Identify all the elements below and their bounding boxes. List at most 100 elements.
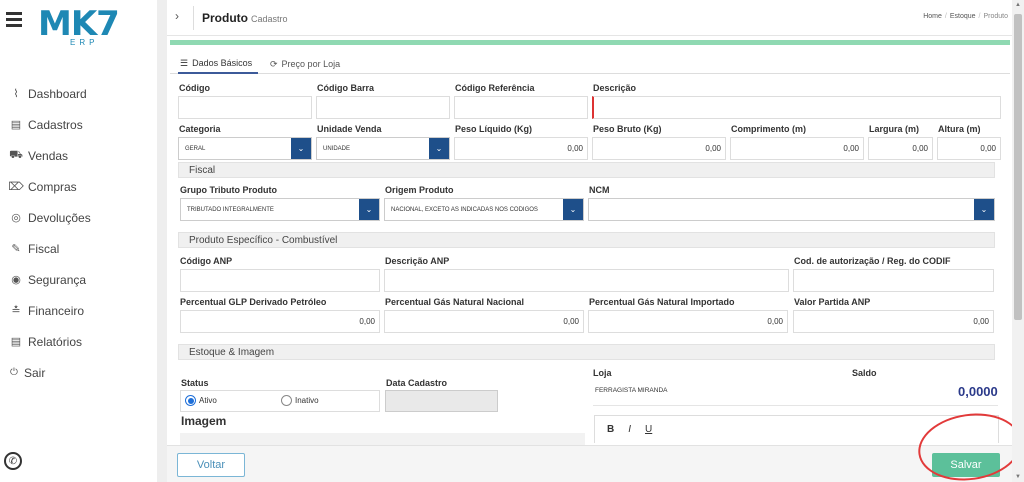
grupo-tributo-select[interactable]: TRIBUTADO INTEGRALMENTE ⌄ [180, 198, 380, 221]
codigo-anp-label: Código ANP [180, 256, 233, 266]
unidade-venda-select[interactable]: UNIDADE ⌄ [316, 137, 450, 160]
sidebar-gutter [157, 0, 167, 482]
ncm-label: NCM [589, 185, 610, 195]
radio-unchecked-icon [281, 395, 292, 406]
breadcrumb-produto: Produto [983, 13, 1008, 20]
vertical-scrollbar[interactable]: ▲ ▼ [1012, 0, 1024, 482]
descricao-anp-input[interactable] [384, 269, 789, 292]
tab-preco-por-loja[interactable]: ⟳ Preço por Loja [270, 58, 341, 70]
sidebar-item-financeiro[interactable]: ≛ Financeiro [0, 295, 157, 326]
radio-ativo[interactable]: Ativo [185, 395, 217, 406]
sidebar-item-label: Segurança [28, 272, 87, 287]
voltar-button[interactable]: Voltar [177, 453, 245, 477]
grupo-tributo-value: TRIBUTADO INTEGRALMENTE [187, 206, 274, 213]
codigo-barra-label: Código Barra [317, 83, 375, 93]
imagem-heading: Imagem [181, 414, 227, 428]
grupo-tributo-label: Grupo Tributo Produto [180, 185, 277, 195]
document-icon: ▤ [10, 119, 22, 131]
sidebar-item-seguranca[interactable]: ◉ Segurança [0, 264, 157, 295]
scroll-up-icon[interactable]: ▲ [1015, 2, 1021, 8]
sidebar: MK7 ERP ⌇ Dashboard ▤ Cadastros ⛟ Vendas ⌦ C… [0, 0, 157, 482]
underline-button[interactable]: U [645, 424, 653, 435]
cart-icon: ⛟ [9, 148, 23, 161]
unidade-venda-label: Unidade Venda [317, 124, 382, 134]
ncm-select[interactable]: ⌄ [588, 198, 995, 221]
chevron-down-icon[interactable]: ⌄ [974, 199, 994, 220]
sidebar-item-dashboard[interactable]: ⌇ Dashboard [0, 78, 157, 109]
codif-input[interactable] [793, 269, 994, 292]
sidebar-menu: ⌇ Dashboard ▤ Cadastros ⛟ Vendas ⌦ Compras ◎… [0, 78, 157, 388]
loja-column-header: Loja [593, 368, 612, 378]
unidade-venda-value: UNIDADE [323, 145, 351, 152]
whatsapp-icon[interactable]: ✆ [4, 452, 22, 470]
sidebar-item-label: Dashboard [28, 86, 87, 101]
codigo-input[interactable] [178, 96, 312, 119]
peso-liquido-input[interactable]: 0,00 [454, 137, 588, 160]
codif-label: Cod. de autorização / Reg. do CODIF [794, 256, 951, 266]
sidebar-item-devolucoes[interactable]: ◎ Devoluções [0, 202, 157, 233]
saldo-value: 0,0000 [958, 384, 998, 399]
categoria-label: Categoria [179, 124, 221, 134]
categoria-select[interactable]: GERAL ⌄ [178, 137, 312, 160]
footer-bar: Voltar Salvar [167, 445, 1012, 482]
scroll-down-icon[interactable]: ▼ [1015, 474, 1021, 480]
salvar-button[interactable]: Salvar [932, 453, 1000, 477]
image-upload-area[interactable] [180, 433, 585, 445]
valor-partida-input[interactable]: 0,00 [793, 310, 994, 333]
italic-button[interactable]: I [628, 424, 632, 435]
breadcrumb-home[interactable]: Home [923, 13, 942, 20]
sidebar-item-relatorios[interactable]: ▤ Relatórios [0, 326, 157, 357]
sidebar-item-cadastros[interactable]: ▤ Cadastros [0, 109, 157, 140]
sidebar-item-label: Cadastros [28, 117, 83, 132]
radio-inativo[interactable]: Inativo [281, 395, 319, 406]
radio-checked-icon [185, 395, 196, 406]
peso-bruto-label: Peso Bruto (Kg) [593, 124, 662, 134]
codigo-anp-input[interactable] [180, 269, 380, 292]
sidebar-item-label: Financeiro [28, 303, 85, 318]
codigo-referencia-label: Código Referência [455, 83, 535, 93]
hamburger-menu-icon[interactable] [6, 12, 22, 27]
bold-button[interactable]: B [607, 424, 615, 435]
codigo-barra-input[interactable] [316, 96, 450, 119]
peso-liquido-label: Peso Líquido (Kg) [455, 124, 532, 134]
descricao-label: Descrição [593, 83, 637, 93]
origem-produto-select[interactable]: NACIONAL, EXCETO AS INDICADAS NOS CODIGO… [384, 198, 584, 221]
chevron-right-icon[interactable]: › [175, 9, 179, 23]
chevron-down-icon[interactable]: ⌄ [291, 138, 311, 159]
gas-natural-nacional-input[interactable]: 0,00 [384, 310, 584, 333]
progress-accent-bar [170, 40, 1010, 45]
glp-input[interactable]: 0,00 [180, 310, 380, 333]
logo-subtitle: ERP [70, 38, 99, 47]
sidebar-item-fiscal[interactable]: ✎ Fiscal [0, 233, 157, 264]
power-icon: ⏻ [10, 367, 18, 378]
loja-value: FERRAGISTA MIRANDA [595, 387, 668, 394]
sidebar-item-sair[interactable]: ⏻ Sair [0, 357, 157, 388]
scrollbar-thumb[interactable] [1014, 14, 1022, 320]
database-icon: ☰ [180, 57, 189, 68]
sidebar-item-label: Compras [28, 179, 77, 194]
categoria-value: GERAL [185, 145, 206, 152]
codigo-referencia-input[interactable] [454, 96, 588, 119]
header: › Produto Cadastro Home / Estoque / Produto [167, 0, 1012, 36]
page-subtitle: Cadastro [251, 14, 288, 24]
section-estoque-imagem: Estoque & Imagem [178, 344, 995, 360]
tab-dados-basicos[interactable]: ☰ Dados Básicos [178, 54, 258, 74]
altura-input[interactable]: 0,00 [937, 137, 1001, 160]
chevron-down-icon[interactable]: ⌄ [429, 138, 449, 159]
refresh-icon: ⟳ [270, 58, 278, 69]
logo: MK7 [38, 4, 120, 44]
origem-produto-value: NACIONAL, EXCETO AS INDICADAS NOS CODIGO… [391, 206, 538, 213]
chevron-down-icon[interactable]: ⌄ [359, 199, 379, 220]
comprimento-input[interactable]: 0,00 [730, 137, 864, 160]
largura-input[interactable]: 0,00 [868, 137, 933, 160]
sidebar-item-compras[interactable]: ⌦ Compras [0, 171, 157, 202]
sidebar-item-label: Fiscal [28, 241, 60, 256]
gas-natural-importado-input[interactable]: 0,00 [588, 310, 788, 333]
peso-bruto-input[interactable]: 0,00 [592, 137, 726, 160]
breadcrumb-estoque[interactable]: Estoque [949, 13, 976, 20]
chart-icon: ⌇ [13, 88, 19, 100]
descricao-input[interactable] [592, 96, 1001, 119]
report-icon: ▤ [10, 336, 22, 348]
chevron-down-icon[interactable]: ⌄ [563, 199, 583, 220]
sidebar-item-vendas[interactable]: ⛟ Vendas [0, 140, 157, 171]
